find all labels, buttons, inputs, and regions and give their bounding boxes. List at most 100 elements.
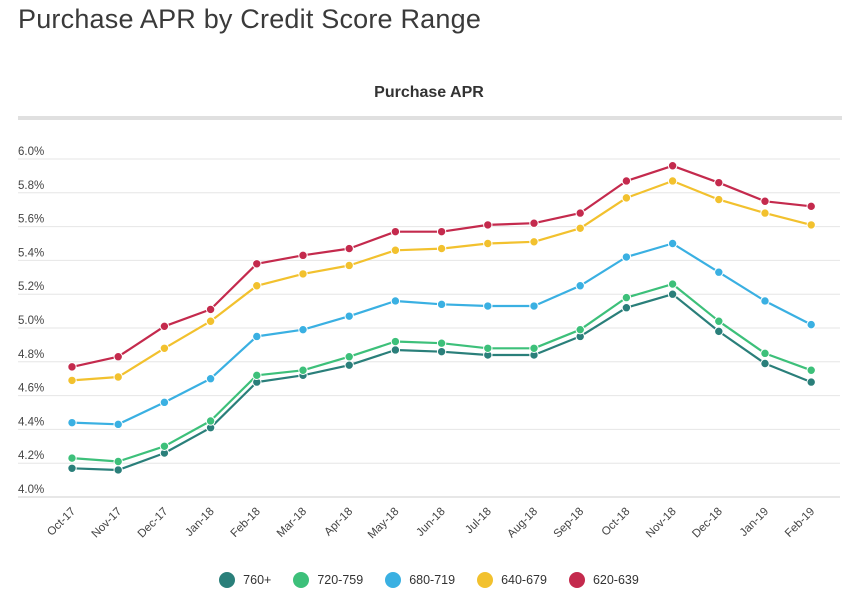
y-tick-label: 4.4% <box>18 416 44 428</box>
legend-item[interactable]: 620-639 <box>568 572 639 588</box>
data-point <box>575 281 585 291</box>
legend-item[interactable]: 640-679 <box>477 572 547 588</box>
x-tick-label: Nov-18 <box>644 506 679 541</box>
data-point <box>529 218 539 228</box>
x-tick-label: Jun-18 <box>414 506 447 539</box>
data-point <box>298 324 308 335</box>
legend-item[interactable]: 680-719 <box>385 572 455 588</box>
data-point <box>714 267 724 277</box>
data-point <box>436 243 447 254</box>
data-point <box>436 299 447 310</box>
data-point <box>113 465 123 475</box>
data-point <box>67 417 77 428</box>
legend-swatch <box>477 572 494 588</box>
x-tick-label: Feb-19 <box>783 506 817 540</box>
series-line <box>71 242 812 426</box>
data-point <box>483 343 493 353</box>
series-line <box>71 283 812 463</box>
legend-swatch <box>568 572 585 588</box>
x-tick-label: Dec-18 <box>690 506 725 541</box>
data-point <box>621 303 632 313</box>
data-point <box>390 245 401 255</box>
data-point <box>806 220 816 230</box>
data-point <box>529 237 539 247</box>
x-tick-label: Sep-18 <box>552 506 587 541</box>
x-tick-label: May-18 <box>366 506 402 542</box>
data-point <box>159 321 170 332</box>
data-point <box>205 416 216 426</box>
data-point <box>760 358 770 369</box>
data-point <box>483 220 493 230</box>
x-tick-label: Feb-18 <box>229 506 263 540</box>
data-point <box>714 316 724 326</box>
data-point <box>667 238 678 249</box>
y-tick-label: 6.0% <box>18 146 44 158</box>
data-point <box>436 226 447 237</box>
data-point <box>575 324 585 335</box>
legend-label: 640-679 <box>501 573 547 587</box>
legend-label: 680-719 <box>409 573 456 587</box>
data-point <box>667 161 678 171</box>
data-point <box>760 196 770 206</box>
data-point <box>760 348 770 359</box>
data-point <box>714 326 724 337</box>
data-point <box>714 194 724 205</box>
data-point <box>113 456 123 467</box>
legend-label: 760+ <box>243 573 272 587</box>
y-tick-label: 5.6% <box>18 214 44 226</box>
y-tick-label: 5.0% <box>18 315 44 327</box>
legend-item[interactable]: 720-759 <box>293 572 363 588</box>
y-tick-label: 4.0% <box>18 484 44 496</box>
data-point <box>621 252 632 262</box>
data-point <box>159 397 170 408</box>
x-tick-label: Dec-17 <box>136 506 171 541</box>
data-point <box>67 375 77 386</box>
data-point <box>298 365 308 375</box>
chart-top-rule <box>18 116 842 120</box>
data-point <box>760 208 770 218</box>
data-point <box>298 269 308 279</box>
legend-label: 620-639 <box>592 573 639 587</box>
x-tick-label: Oct-18 <box>600 506 633 539</box>
data-point <box>344 360 354 370</box>
data-point <box>205 374 216 384</box>
legend-label: 720-759 <box>317 573 364 587</box>
data-point <box>344 311 354 321</box>
data-point <box>344 243 354 254</box>
data-point <box>667 176 678 186</box>
data-point <box>113 419 123 430</box>
chart-legend: 760+ 720-759 680-719 640-679 620-639 <box>0 572 858 588</box>
x-tick-label: Apr-18 <box>322 506 355 539</box>
x-tick-label: Nov-17 <box>90 506 125 541</box>
data-point <box>252 331 262 342</box>
data-point <box>806 201 816 212</box>
y-tick-label: 4.8% <box>18 349 44 361</box>
data-point <box>67 463 77 473</box>
data-point <box>390 336 401 347</box>
data-point <box>436 338 447 348</box>
y-tick-label: 5.4% <box>18 247 44 259</box>
data-point <box>575 208 585 218</box>
data-point <box>113 352 123 362</box>
y-tick-label: 5.8% <box>18 180 44 192</box>
data-point <box>667 279 678 289</box>
x-tick-label: Oct-17 <box>45 506 78 539</box>
data-point <box>113 372 123 382</box>
legend-swatch <box>219 572 236 588</box>
data-point <box>252 370 262 381</box>
data-point <box>252 281 262 291</box>
legend-swatch <box>385 572 402 588</box>
y-tick-label: 4.2% <box>18 450 44 462</box>
data-point <box>621 176 632 186</box>
data-point <box>529 343 539 353</box>
data-point <box>252 259 262 269</box>
data-point <box>483 301 493 311</box>
data-point <box>205 316 216 326</box>
x-tick-label: Mar-18 <box>275 506 309 540</box>
data-point <box>390 296 401 306</box>
x-tick-label: Jul-18 <box>463 506 494 537</box>
legend-item[interactable]: 760+ <box>219 572 271 588</box>
data-point <box>67 362 77 372</box>
data-point <box>575 223 585 233</box>
